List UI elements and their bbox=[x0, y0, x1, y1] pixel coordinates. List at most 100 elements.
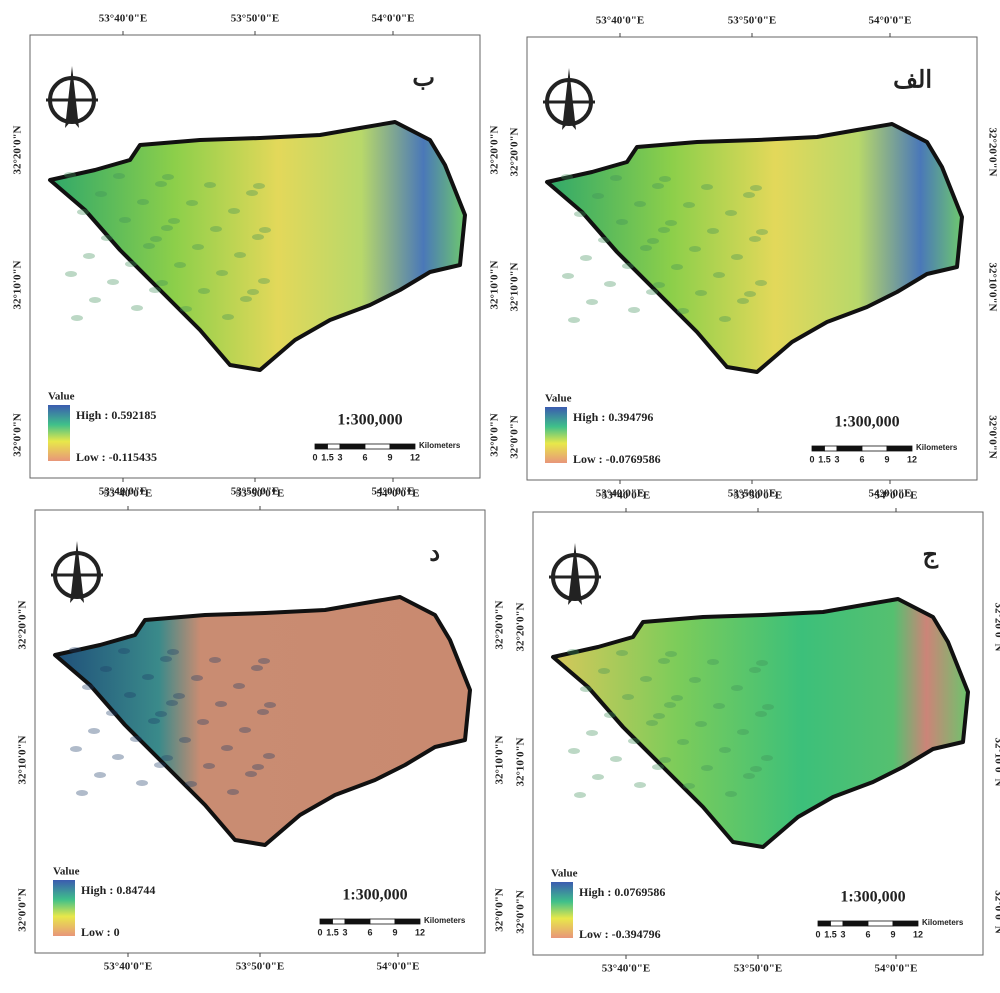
terrain-texture bbox=[671, 695, 683, 701]
terrain-texture bbox=[136, 780, 148, 786]
north-arrow-needle bbox=[70, 541, 84, 603]
terrain-texture bbox=[137, 199, 149, 205]
terrain-texture bbox=[761, 755, 773, 761]
scalebar-segment bbox=[339, 443, 366, 450]
terrain-texture bbox=[743, 192, 755, 198]
legend-low: Low : 0 bbox=[81, 925, 120, 939]
scalebar-unit: Kilometers bbox=[922, 918, 964, 927]
terrain-texture bbox=[574, 792, 586, 798]
terrain-texture bbox=[174, 262, 186, 268]
terrain-texture bbox=[191, 675, 203, 681]
terrain-texture bbox=[749, 667, 761, 673]
scalebar-tick-label: 6 bbox=[859, 454, 864, 464]
terrain-texture bbox=[713, 703, 725, 709]
latitude-label: 32°0'0"N bbox=[12, 413, 24, 457]
scalebar-unit: Kilometers bbox=[419, 441, 461, 450]
longitude-label: 53°50'0"E bbox=[231, 13, 279, 25]
longitude-label: 53°50'0"E bbox=[236, 488, 284, 500]
latitude-label: 32°10'0"N bbox=[515, 737, 527, 786]
latitude-label: 32°10'0"N bbox=[494, 735, 506, 784]
terrain-texture bbox=[71, 315, 83, 321]
terrain-texture bbox=[567, 649, 579, 655]
study-area bbox=[545, 122, 964, 374]
scalebar-tick-label: 12 bbox=[913, 929, 923, 939]
latitude-label: 32°10'0"N bbox=[509, 262, 521, 311]
terrain-texture bbox=[198, 288, 210, 294]
terrain-texture bbox=[233, 683, 245, 689]
terrain-texture bbox=[252, 234, 264, 240]
scalebar-tick-label: 1.5 bbox=[321, 452, 334, 462]
terrain-texture bbox=[701, 184, 713, 190]
scalebar-tick-label: 3 bbox=[342, 927, 347, 937]
panel-label: الف bbox=[893, 68, 932, 94]
terrain-texture bbox=[125, 261, 137, 267]
map-scale: 1:300,000 bbox=[840, 889, 905, 906]
terrain-texture bbox=[664, 702, 676, 708]
north-arrow-needle bbox=[568, 543, 582, 605]
terrain-texture bbox=[713, 272, 725, 278]
latitude-label: 32°10'0"N bbox=[17, 735, 29, 784]
terrain-texture bbox=[251, 665, 263, 671]
panel-label: ج bbox=[923, 543, 939, 570]
scalebar-tick-label: 9 bbox=[392, 927, 397, 937]
terrain-texture bbox=[750, 766, 762, 772]
legend-title: Value bbox=[53, 866, 80, 878]
terrain-texture bbox=[107, 279, 119, 285]
terrain-texture bbox=[203, 763, 215, 769]
scalebar-tick-label: 1.5 bbox=[818, 454, 831, 464]
terrain-texture bbox=[88, 728, 100, 734]
legend-high: High : 0.592185 bbox=[76, 408, 156, 422]
terrain-texture bbox=[247, 289, 259, 295]
latitude-label: 32°10'0"N bbox=[986, 262, 998, 311]
scalebar-segment bbox=[861, 445, 888, 452]
north-arrow bbox=[51, 541, 103, 603]
terrain-texture bbox=[168, 218, 180, 224]
terrain-texture bbox=[210, 226, 222, 232]
terrain-texture bbox=[167, 649, 179, 655]
terrain-texture bbox=[731, 685, 743, 691]
scalebar-segment bbox=[836, 445, 863, 452]
scalebar-tick-label: 3 bbox=[840, 929, 845, 939]
longitude-label: 53°50'0"E bbox=[231, 486, 279, 498]
longitude-label: 53°40'0"E bbox=[99, 13, 147, 25]
scalebar-segment bbox=[344, 918, 371, 925]
terrain-texture bbox=[640, 245, 652, 251]
scalebar-tick-label: 6 bbox=[865, 929, 870, 939]
terrain-texture bbox=[580, 255, 592, 261]
latitude-label: 32°20'0"N bbox=[986, 127, 998, 176]
terrain-texture bbox=[124, 692, 136, 698]
terrain-texture bbox=[737, 298, 749, 304]
terrain-texture bbox=[216, 270, 228, 276]
terrain-texture bbox=[69, 647, 81, 653]
latitude-label: 32°0'0"N bbox=[986, 415, 998, 459]
terrain-texture bbox=[574, 211, 586, 217]
terrain-texture bbox=[142, 674, 154, 680]
terrain-texture bbox=[258, 658, 270, 664]
terrain-texture bbox=[622, 263, 634, 269]
terrain-texture bbox=[659, 176, 671, 182]
terrain-texture bbox=[112, 754, 124, 760]
terrain-texture bbox=[222, 314, 234, 320]
terrain-texture bbox=[64, 172, 76, 178]
terrain-texture bbox=[671, 264, 683, 270]
legend-ramp bbox=[551, 882, 573, 938]
study-area bbox=[551, 597, 970, 849]
terrain-texture bbox=[130, 736, 142, 742]
north-arrow bbox=[549, 543, 601, 605]
scalebar-tick-label: 1.5 bbox=[326, 927, 339, 937]
north-arrow bbox=[46, 66, 98, 128]
terrain-texture bbox=[166, 700, 178, 706]
terrain-texture bbox=[695, 721, 707, 727]
latitude-label: 32°0'0"N bbox=[992, 890, 1000, 934]
terrain-texture bbox=[749, 236, 761, 242]
legend-ramp bbox=[48, 405, 70, 461]
latitude-label: 32°20'0"N bbox=[489, 125, 501, 174]
scalebar-tick-label: 9 bbox=[387, 452, 392, 462]
terrain-texture bbox=[221, 745, 233, 751]
terrain-texture bbox=[150, 236, 162, 242]
terrain-texture bbox=[762, 704, 774, 710]
terrain-texture bbox=[227, 789, 239, 795]
longitude-label: 54°0'0"E bbox=[372, 13, 415, 25]
legend-title: Value bbox=[545, 393, 572, 405]
